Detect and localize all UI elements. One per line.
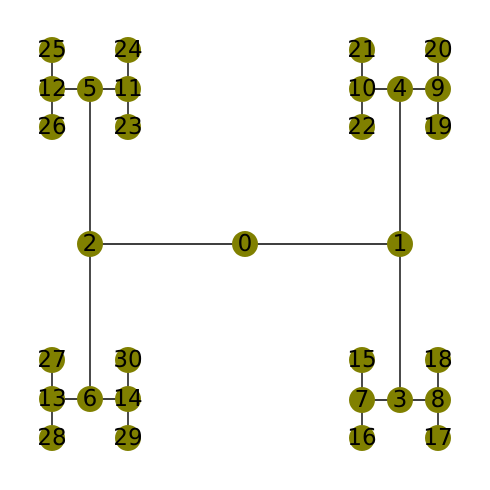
- node-label: 30: [113, 347, 142, 373]
- node-29: 29: [113, 425, 143, 451]
- node-5: 5: [77, 76, 103, 102]
- node-label: 6: [83, 386, 98, 412]
- node-circle: [39, 425, 65, 451]
- node-circle: [425, 37, 451, 63]
- node-label: 28: [37, 425, 66, 451]
- node-18: 18: [423, 347, 453, 373]
- node-circle: [77, 76, 103, 102]
- node-14: 14: [113, 386, 143, 412]
- node-circle: [349, 76, 375, 102]
- node-circle: [387, 231, 413, 257]
- node-label: 10: [347, 76, 376, 102]
- node-label: 1: [393, 231, 408, 257]
- node-circle: [39, 114, 65, 140]
- node-3: 3: [387, 387, 413, 413]
- node-circle: [387, 76, 413, 102]
- node-label: 17: [423, 425, 452, 451]
- node-26: 26: [37, 114, 67, 140]
- node-1: 1: [387, 231, 413, 257]
- node-circle: [115, 347, 141, 373]
- node-label: 18: [423, 347, 452, 373]
- node-label: 23: [113, 114, 142, 140]
- node-circle: [349, 347, 375, 373]
- node-label: 19: [423, 114, 452, 140]
- node-label: 20: [423, 37, 452, 63]
- node-circle: [115, 76, 141, 102]
- node-30: 30: [113, 347, 143, 373]
- node-label: 27: [37, 347, 66, 373]
- node-10: 10: [347, 76, 377, 102]
- node-label: 3: [393, 387, 408, 413]
- node-circle: [39, 386, 65, 412]
- node-label: 24: [113, 37, 142, 63]
- node-7: 7: [349, 387, 375, 413]
- node-label: 25: [37, 37, 66, 63]
- node-circle: [115, 386, 141, 412]
- node-circle: [115, 37, 141, 63]
- node-9: 9: [425, 76, 451, 102]
- node-circle: [425, 76, 451, 102]
- node-circle: [425, 387, 451, 413]
- node-label: 8: [431, 387, 446, 413]
- node-circle: [77, 231, 103, 257]
- node-27: 27: [37, 347, 67, 373]
- node-circle: [349, 387, 375, 413]
- node-20: 20: [423, 37, 453, 63]
- node-label: 12: [37, 76, 66, 102]
- node-circle: [77, 386, 103, 412]
- node-23: 23: [113, 114, 143, 140]
- node-circle: [232, 231, 258, 257]
- node-label: 16: [347, 425, 376, 451]
- node-12: 12: [37, 76, 67, 102]
- node-label: 5: [83, 76, 98, 102]
- node-11: 11: [113, 76, 143, 102]
- node-label: 21: [347, 37, 376, 63]
- node-4: 4: [387, 76, 413, 102]
- node-circle: [349, 425, 375, 451]
- node-circle: [425, 347, 451, 373]
- node-circle: [115, 114, 141, 140]
- node-21: 21: [347, 37, 377, 63]
- node-2: 2: [77, 231, 103, 257]
- node-circle: [39, 347, 65, 373]
- node-label: 4: [393, 76, 408, 102]
- node-19: 19: [423, 114, 453, 140]
- node-label: 2: [83, 231, 98, 257]
- node-24: 24: [113, 37, 143, 63]
- node-label: 13: [37, 386, 66, 412]
- node-label: 22: [347, 114, 376, 140]
- node-label: 7: [355, 387, 370, 413]
- node-8: 8: [425, 387, 451, 413]
- node-13: 13: [37, 386, 67, 412]
- node-circle: [115, 425, 141, 451]
- node-0: 0: [232, 231, 258, 257]
- node-circle: [387, 387, 413, 413]
- node-28: 28: [37, 425, 67, 451]
- node-17: 17: [423, 425, 453, 451]
- node-22: 22: [347, 114, 377, 140]
- node-label: 11: [113, 76, 142, 102]
- node-25: 25: [37, 37, 67, 63]
- node-label: 0: [238, 231, 253, 257]
- node-circle: [425, 425, 451, 451]
- node-circle: [349, 114, 375, 140]
- node-circle: [349, 37, 375, 63]
- node-circle: [425, 114, 451, 140]
- node-6: 6: [77, 386, 103, 412]
- node-16: 16: [347, 425, 377, 451]
- node-15: 15: [347, 347, 377, 373]
- node-circle: [39, 37, 65, 63]
- node-label: 14: [113, 386, 142, 412]
- node-label: 9: [431, 76, 446, 102]
- node-label: 29: [113, 425, 142, 451]
- node-label: 26: [37, 114, 66, 140]
- node-label: 15: [347, 347, 376, 373]
- node-circle: [39, 76, 65, 102]
